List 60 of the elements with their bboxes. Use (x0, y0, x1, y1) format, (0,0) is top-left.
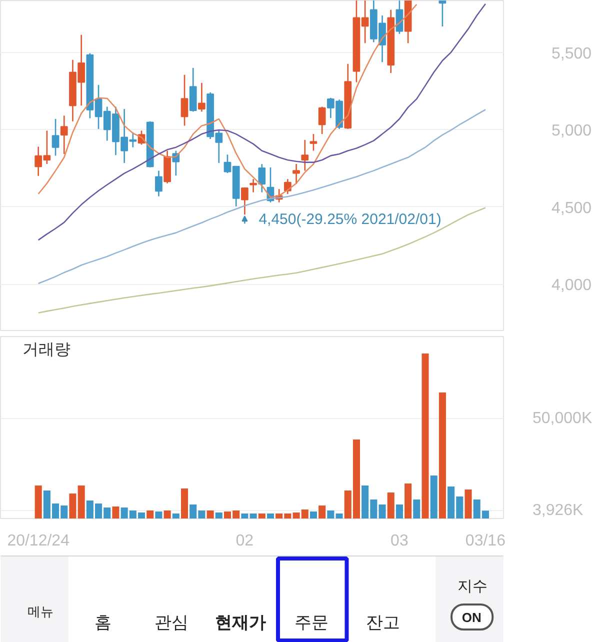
y-tick-label: 50,000K (532, 410, 592, 427)
bar (464, 490, 472, 518)
candlestick (301, 139, 309, 172)
bar (396, 504, 403, 518)
text: 현재가 (214, 613, 266, 632)
annotation: 4,450(-29.25% 2021/02/01) (258, 211, 442, 228)
bar (438, 392, 446, 518)
bar (172, 514, 180, 518)
x-tick-label: 03/16 (465, 532, 506, 550)
x-tick-label: 03 (390, 532, 408, 550)
bar (310, 512, 318, 518)
candlestick (310, 133, 318, 152)
line-series (38, 3, 486, 241)
bar (146, 510, 154, 518)
text: 메뉴 (28, 604, 54, 619)
bar (180, 488, 188, 518)
text: 지수 (457, 578, 488, 595)
text: 주문 (294, 613, 329, 632)
candlestick (318, 106, 326, 135)
candlestick (189, 67, 197, 112)
bar (215, 512, 222, 518)
bar (250, 514, 257, 518)
y-tick-label: 4,000 (552, 277, 592, 294)
bar (404, 484, 412, 518)
bar (318, 506, 326, 518)
line-series (38, 108, 486, 284)
y-tick-label: 5,500 (552, 45, 592, 62)
text: 관심 (154, 613, 189, 632)
bar (266, 514, 274, 518)
candlestick (52, 118, 60, 156)
bar (258, 514, 266, 518)
line-series (38, 207, 486, 314)
bar (413, 500, 420, 518)
text: 잔고 (366, 613, 400, 632)
bar (164, 510, 171, 518)
y-tick-label: 5,000 (552, 122, 592, 140)
candlestick (292, 163, 300, 185)
bar (241, 514, 248, 518)
text: 홈 (94, 613, 112, 632)
bar (430, 476, 438, 518)
candlestick (198, 82, 206, 112)
candlestick (60, 115, 68, 155)
y-tick-label: 3,926K (532, 502, 584, 520)
candlestick (250, 178, 257, 193)
candlestick (438, 0, 446, 28)
text: ON (462, 610, 482, 625)
candlestick (258, 163, 266, 193)
y-tick-label: 4,500 (552, 200, 592, 217)
candlestick (180, 74, 188, 126)
x-tick-label: 02 (236, 532, 254, 550)
bar (422, 354, 429, 518)
bar (206, 510, 214, 518)
chart-title: 거래량 (22, 342, 70, 358)
bar (34, 486, 42, 518)
x-tick-label: 20/12/24 (7, 532, 70, 550)
candlestick (155, 170, 162, 197)
candlestick (241, 186, 248, 216)
bar (112, 506, 120, 518)
bar (387, 492, 394, 518)
bar (155, 512, 162, 518)
